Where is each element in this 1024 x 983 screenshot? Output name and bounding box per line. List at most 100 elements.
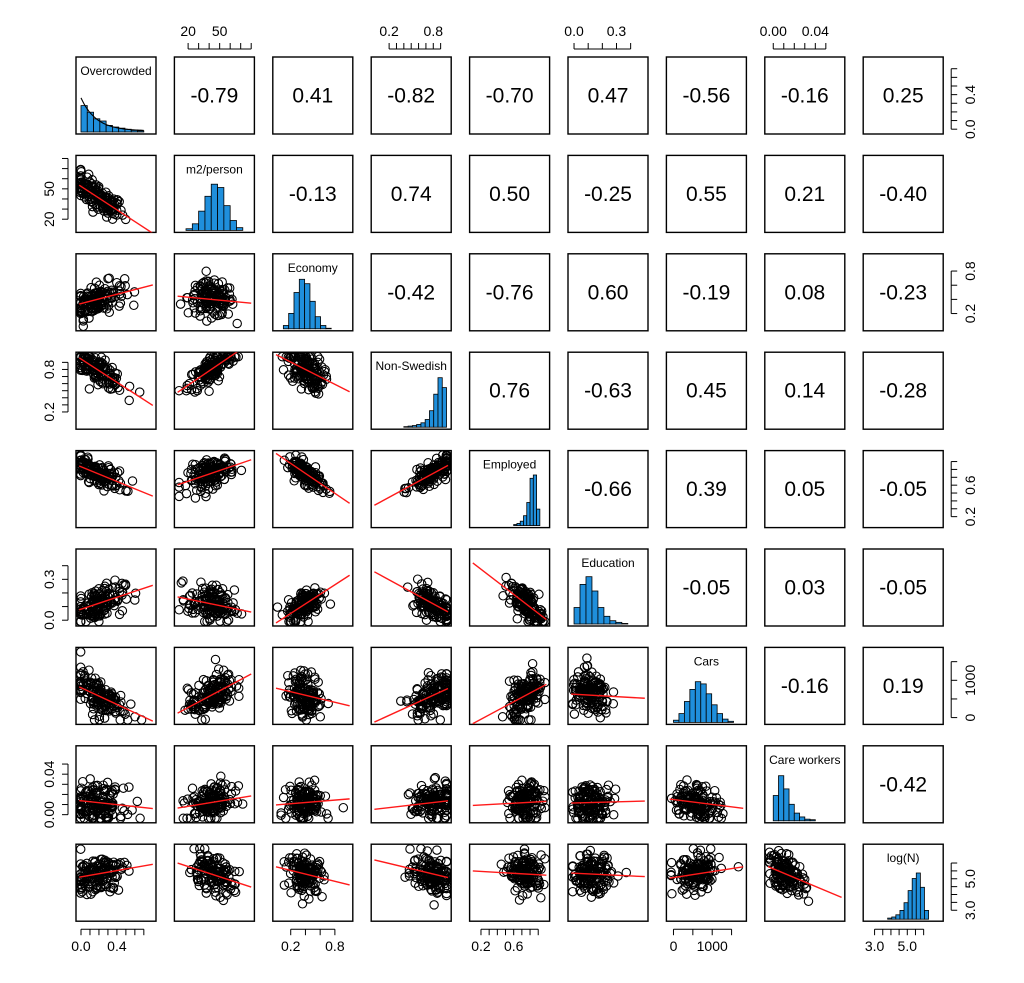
scatter-point: [110, 575, 120, 585]
correlation-value: 0.50: [489, 183, 530, 206]
panel-7-6: [567, 646, 649, 726]
scatter-point: [92, 679, 102, 690]
scatter-point: [124, 782, 134, 792]
panel-1-4: -0.82: [370, 56, 452, 135]
scatter-point: [197, 278, 208, 289]
panel-frame: [468, 253, 551, 332]
scatter-point: [310, 672, 320, 682]
histogram-bar: [585, 576, 593, 625]
scatter-point: [178, 576, 188, 586]
scatter-point: [201, 362, 211, 373]
correlation-value: 0.39: [686, 478, 727, 501]
scatter-point: [110, 706, 121, 717]
scatter-point: [188, 793, 198, 803]
scatter-point: [115, 706, 125, 717]
scatter-point: [76, 616, 86, 626]
histogram-bar: [80, 105, 88, 133]
scatter-point: [292, 698, 303, 709]
scatter-point: [130, 595, 140, 605]
histogram-bar: [516, 523, 521, 527]
scatter-point: [570, 786, 581, 796]
regression-line: [275, 353, 350, 393]
scatter-point: [580, 674, 591, 684]
scatter-point: [185, 867, 195, 878]
panel-2-3: -0.13: [272, 154, 354, 234]
scatter-point: [292, 463, 302, 474]
scatter-point: [227, 464, 237, 475]
scatter-point: [198, 787, 209, 797]
scatter-point: [515, 862, 525, 873]
scatter-point: [517, 783, 528, 794]
scatter-point: [117, 803, 128, 814]
scatter-point: [534, 862, 545, 873]
scatter-point: [216, 771, 226, 782]
scatter-point: [441, 615, 452, 625]
scatter-point: [218, 665, 229, 676]
panel-9-2: [173, 843, 256, 922]
scatter-point: [190, 280, 201, 291]
scatter-point: [581, 800, 591, 810]
regression-line: [374, 800, 449, 811]
scatter-point: [523, 702, 533, 713]
variable-label: Overcrowded: [80, 64, 151, 78]
panel-frame: [764, 154, 846, 234]
scatter-point: [93, 303, 103, 314]
histogram-bar: [403, 426, 409, 428]
scatter-point: [426, 860, 437, 871]
scatter-point: [76, 647, 86, 657]
scatter-point: [195, 311, 205, 321]
histogram-bar: [198, 210, 206, 231]
regression-line: [79, 284, 153, 305]
scatter-point: [441, 857, 452, 867]
scatter-point: [308, 698, 318, 708]
scatter-point: [701, 781, 711, 792]
histogram-bar: [185, 228, 193, 231]
scatter-point: [538, 611, 548, 622]
scatter-point: [603, 780, 614, 790]
correlation-value: -0.25: [584, 183, 632, 206]
scatter-point: [441, 684, 452, 695]
histogram-bar: [689, 689, 696, 723]
scatter-point: [313, 471, 324, 482]
correlation-value: -0.05: [879, 577, 927, 600]
scatter-point: [197, 715, 207, 725]
correlation-value: -0.05: [879, 478, 927, 501]
scatter-point: [281, 352, 292, 362]
scatter-point: [78, 316, 88, 326]
scatter-point: [407, 862, 418, 872]
panel-frame: [665, 548, 748, 627]
scatter-point: [573, 800, 584, 810]
scatter-point: [427, 811, 437, 822]
scatter-point: [107, 802, 118, 812]
scatter-point: [105, 693, 115, 703]
scatter-point: [300, 685, 311, 695]
correlation-value: -0.63: [584, 380, 632, 403]
scatter-point: [313, 677, 323, 687]
panel-frame: [665, 154, 748, 234]
scatter-point: [234, 674, 244, 685]
panel-frame: [862, 548, 944, 627]
scatter-point: [279, 880, 290, 890]
scatter-point: [578, 813, 588, 823]
panel-frame: [764, 646, 846, 726]
panel-5-1: [75, 449, 157, 529]
scatter-point: [89, 183, 100, 193]
scatter-point: [217, 462, 227, 472]
correlation-value: -0.42: [879, 773, 927, 796]
panel-9-3: [272, 843, 354, 922]
scatter-point: [106, 691, 117, 701]
scatter-point: [441, 795, 452, 806]
scatter-point: [305, 886, 316, 897]
scatter-point: [124, 395, 134, 406]
scatter-point: [210, 607, 221, 617]
scatter-point: [317, 891, 327, 902]
scatter-point: [79, 878, 90, 889]
scatter-point: [201, 266, 211, 277]
scatter-point: [508, 690, 518, 701]
scatter-point: [95, 297, 106, 307]
panel-frame: [764, 548, 846, 627]
scatter-point: [510, 886, 520, 896]
scatter-point: [190, 459, 201, 470]
scatter-point: [202, 616, 212, 626]
panel-frame: [862, 646, 944, 726]
